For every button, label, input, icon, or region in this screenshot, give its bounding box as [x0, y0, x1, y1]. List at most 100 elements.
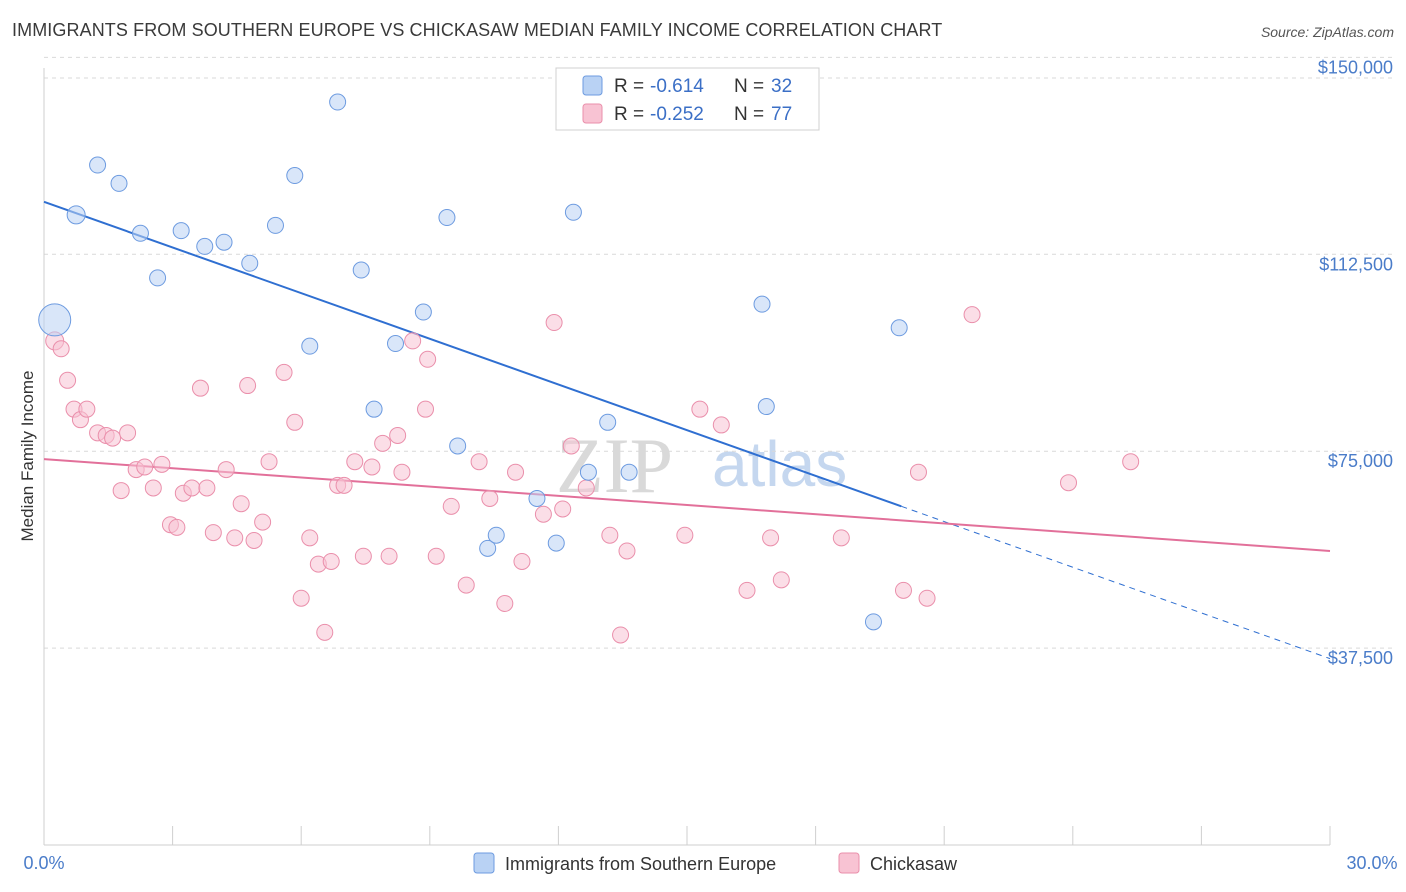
y-tick-labels: $37,500 $75,000 $112,500 $150,000: [1318, 57, 1393, 668]
chickasaw-point: [226, 529, 244, 547]
chickasaw-point: [239, 377, 257, 395]
immigrants-point: [528, 489, 546, 507]
chickasaw-point: [335, 476, 353, 494]
chickasaw-point: [612, 626, 630, 644]
chickasaw-point: [316, 623, 334, 641]
series-immigrants-southern-europe: [38, 93, 908, 631]
immigrants-point: [66, 205, 86, 225]
chickasaw-point: [513, 552, 531, 570]
chickasaw-point: [507, 463, 525, 481]
immigrants-point: [266, 216, 284, 234]
legend-n-value-2: 77: [771, 104, 792, 125]
chickasaw-point: [772, 571, 790, 589]
immigrants-point: [131, 224, 149, 242]
immigrants-point: [110, 174, 128, 192]
immigrants-point: [286, 167, 304, 185]
chickasaw-point: [1060, 474, 1078, 492]
chickasaw-point: [442, 497, 460, 515]
chickasaw-point: [496, 594, 514, 612]
trend-lines: [43, 200, 1331, 660]
bottom-legend-label-blue: Immigrants from Southern Europe: [505, 854, 776, 874]
trend-line-immigrants-extrapolated: [901, 505, 1331, 660]
chickasaw-point: [545, 314, 563, 332]
y-axis-label: Median Family Income: [18, 370, 37, 541]
immigrants-point: [579, 463, 597, 481]
source-credit: Source: ZipAtlas.com: [1260, 24, 1394, 40]
immigrants-point: [890, 319, 908, 337]
legend-swatch-blue: [582, 75, 603, 96]
axes: [43, 68, 1331, 846]
chickasaw-point: [322, 552, 340, 570]
correlation-legend: R = -0.614 N = 32 R = -0.252 N = 77: [555, 67, 820, 131]
chickasaw-point: [363, 458, 381, 476]
chickasaw-point: [762, 529, 780, 547]
chickasaw-point: [59, 371, 77, 389]
chickasaw-point: [1122, 453, 1140, 471]
chickasaw-point: [417, 400, 435, 418]
chickasaw-point: [104, 429, 122, 447]
chickasaw-point: [738, 581, 756, 599]
immigrants-point: [449, 437, 467, 455]
chickasaw-point: [554, 500, 572, 518]
bottom-legend-swatch-pink: [838, 852, 860, 874]
immigrants-point: [479, 539, 497, 557]
legend-r-label-1: R =: [614, 76, 644, 97]
immigrants-point: [352, 261, 370, 279]
immigrants-point: [564, 203, 582, 221]
immigrants-point: [599, 413, 617, 431]
immigrants-point: [172, 222, 190, 240]
chickasaw-point: [254, 513, 272, 531]
chickasaw-point: [153, 455, 171, 473]
chickasaw-point: [52, 340, 70, 358]
chickasaw-point: [691, 400, 709, 418]
chickasaw-point: [217, 461, 235, 479]
immigrants-point: [215, 233, 233, 251]
legend-n-label-2: N =: [734, 104, 764, 125]
series-chickasaw: [45, 306, 1140, 644]
chickasaw-point: [562, 437, 580, 455]
chickasaw-point: [481, 489, 499, 507]
chickasaw-point: [380, 547, 398, 565]
y-tick-label: $112,500: [1319, 254, 1393, 274]
immigrants-point: [38, 303, 72, 337]
chickasaw-point: [245, 531, 263, 549]
immigrants-point: [864, 613, 882, 631]
legend-r-label-2: R =: [614, 104, 644, 125]
chickasaw-point: [618, 542, 636, 560]
chickasaw-point: [301, 529, 319, 547]
chickasaw-point: [534, 505, 552, 523]
legend-r-value-2: -0.252: [650, 104, 704, 125]
legend-r-value-1: -0.614: [650, 76, 704, 97]
chickasaw-point: [168, 518, 186, 536]
chickasaw-point: [393, 463, 411, 481]
chickasaw-point: [183, 479, 201, 497]
chickasaw-point: [112, 482, 130, 500]
immigrants-point: [547, 534, 565, 552]
y-tick-label: $75,000: [1328, 451, 1393, 471]
bottom-legend-swatch-blue: [473, 852, 495, 874]
chickasaw-point: [260, 453, 278, 471]
chickasaw-point: [909, 463, 927, 481]
immigrants-point: [487, 526, 505, 544]
chickasaw-point: [712, 416, 730, 434]
chickasaw-point: [404, 332, 422, 350]
chickasaw-point: [191, 379, 209, 397]
chickasaw-point: [119, 424, 137, 442]
legend-swatch-pink: [582, 103, 603, 124]
chickasaw-point: [346, 453, 364, 471]
chickasaw-point: [676, 526, 694, 544]
chickasaw-point: [354, 547, 372, 565]
chickasaw-point: [286, 413, 304, 431]
watermark-zip: ZIP: [556, 422, 673, 509]
immigrants-point: [757, 398, 775, 416]
immigrants-point: [438, 209, 456, 227]
immigrants-point: [620, 463, 638, 481]
chickasaw-point: [232, 495, 250, 513]
chickasaw-point: [144, 479, 162, 497]
chickasaw-point: [78, 400, 96, 418]
trend-line-chickasaw: [43, 458, 1331, 552]
bottom-legend-label-pink: Chickasaw: [870, 854, 958, 874]
chickasaw-point: [894, 581, 912, 599]
series-legend: Immigrants from Southern Europe Chickasa…: [473, 852, 958, 874]
